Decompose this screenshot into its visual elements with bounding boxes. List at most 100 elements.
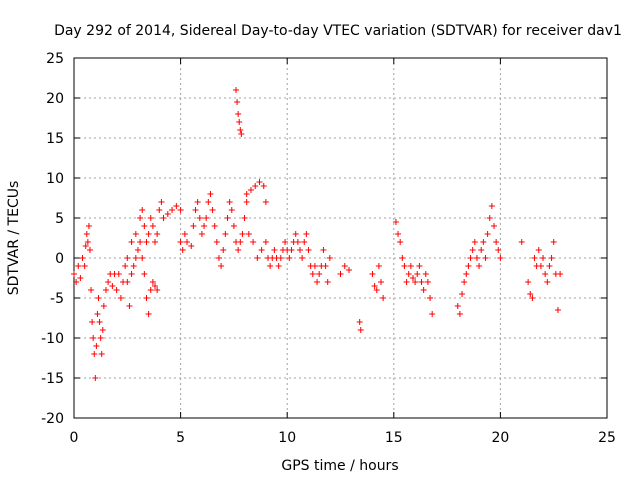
data-point — [243, 191, 250, 197]
data-point — [311, 263, 318, 269]
data-point — [226, 199, 233, 205]
data-point — [371, 283, 378, 289]
data-point — [537, 263, 544, 269]
data-point — [132, 255, 139, 261]
data-point — [220, 247, 227, 253]
data-point — [239, 231, 246, 237]
data-point — [294, 239, 301, 245]
data-point — [128, 239, 135, 245]
data-point — [326, 255, 333, 261]
data-point — [152, 239, 159, 245]
data-point — [230, 223, 237, 229]
x-tick-label: 25 — [598, 430, 616, 446]
data-point — [173, 203, 180, 209]
data-point — [409, 275, 416, 281]
data-point — [179, 247, 186, 253]
data-point — [93, 343, 100, 349]
data-point — [194, 199, 201, 205]
data-point — [241, 215, 248, 221]
data-point — [158, 199, 165, 205]
data-point — [90, 335, 97, 341]
data-point — [132, 231, 139, 237]
data-point — [192, 207, 199, 213]
data-point — [373, 287, 380, 293]
data-point — [196, 215, 203, 221]
data-point — [243, 199, 250, 205]
data-point — [160, 215, 167, 221]
data-point — [429, 311, 436, 317]
data-point — [473, 255, 480, 261]
data-point — [95, 295, 102, 301]
data-point — [88, 287, 95, 293]
data-point — [190, 223, 197, 229]
axis-ticks: 0 5 10 15 20 25 -20 -15 -10 -5 0 5 10 15 20 25 — [41, 51, 616, 446]
data-point — [346, 267, 353, 273]
data-point — [418, 279, 425, 285]
data-point — [456, 311, 463, 317]
data-point — [115, 271, 122, 277]
data-point — [544, 279, 551, 285]
data-point — [397, 239, 404, 245]
data-point — [420, 287, 427, 293]
data-point — [201, 223, 208, 229]
data-point — [137, 215, 144, 221]
data-point — [341, 263, 348, 269]
data-point — [213, 239, 220, 245]
data-point — [403, 279, 410, 285]
data-point — [493, 239, 500, 245]
data-point — [427, 295, 434, 301]
data-point — [75, 263, 82, 269]
data-point — [235, 111, 242, 117]
data-point — [529, 295, 536, 301]
data-point — [147, 287, 154, 293]
data-point — [122, 263, 129, 269]
data-point — [471, 239, 478, 245]
data-point — [92, 375, 99, 381]
data-point — [405, 271, 412, 277]
data-point — [271, 247, 278, 253]
data-point — [96, 319, 103, 325]
data-point — [469, 247, 476, 253]
data-point — [316, 271, 323, 277]
data-point — [100, 303, 107, 309]
data-point — [128, 271, 135, 277]
data-point — [149, 279, 156, 285]
data-point — [258, 247, 265, 253]
data-point — [177, 207, 184, 213]
data-point — [459, 291, 466, 297]
data-point — [99, 327, 106, 333]
data-point — [211, 223, 218, 229]
data-point — [314, 279, 321, 285]
data-point — [149, 223, 156, 229]
y-tick-label: 5 — [55, 211, 64, 227]
data-point — [476, 263, 483, 269]
data-point — [422, 271, 429, 277]
data-point — [124, 255, 131, 261]
data-point — [262, 239, 269, 245]
data-points — [71, 87, 564, 381]
x-axis-label: GPS time / hours — [281, 458, 398, 474]
data-point — [357, 327, 364, 333]
data-point — [77, 275, 84, 281]
data-point — [247, 187, 254, 193]
data-point — [79, 255, 86, 261]
y-tick-label: 20 — [46, 91, 64, 107]
data-point — [117, 295, 124, 301]
data-point — [177, 239, 184, 245]
data-point — [275, 263, 282, 269]
data-point — [525, 279, 532, 285]
y-tick-label: 0 — [55, 251, 64, 267]
data-point — [85, 223, 92, 229]
x-tick-label: 5 — [176, 430, 185, 446]
data-point — [238, 131, 245, 137]
data-point — [414, 271, 421, 277]
data-point — [234, 99, 241, 105]
data-point — [416, 263, 423, 269]
data-point — [102, 287, 109, 293]
data-point — [215, 255, 222, 261]
data-point — [198, 231, 205, 237]
data-point — [305, 247, 312, 253]
data-point — [86, 247, 93, 253]
plot-frame — [73, 57, 608, 419]
